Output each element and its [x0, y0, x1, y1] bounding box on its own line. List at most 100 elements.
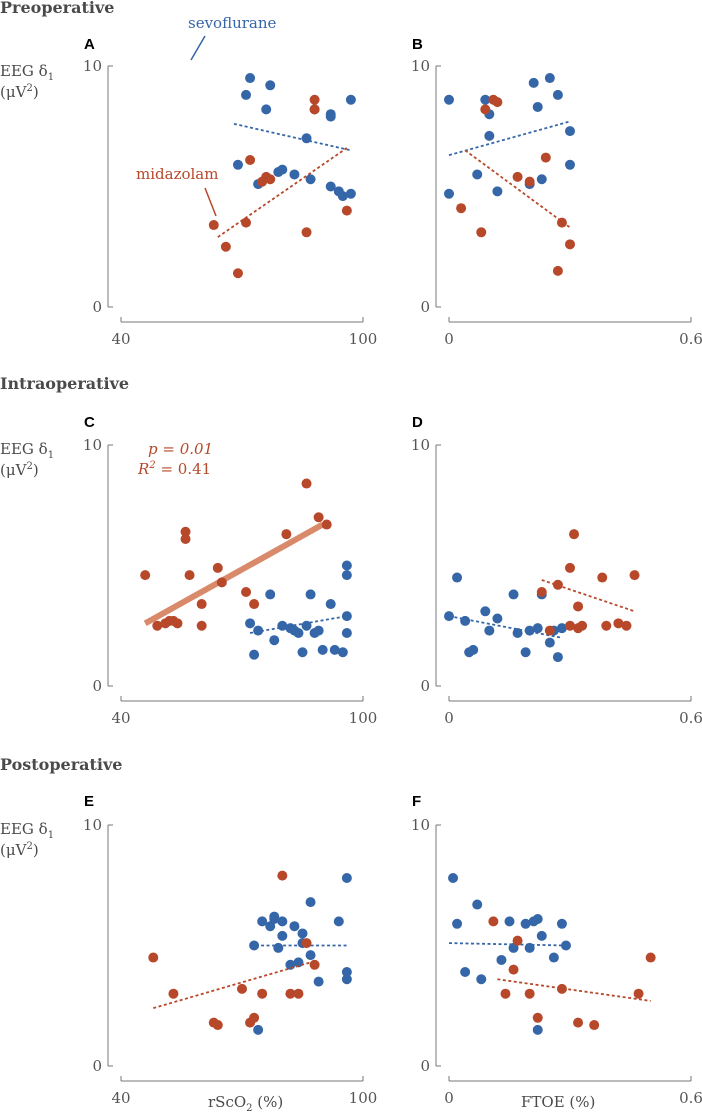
y-axis-label-c: EEG δ1 (μV2) — [0, 440, 55, 479]
data-point-midazolam-b — [556, 217, 567, 228]
data-point-sevoflurane-d — [524, 625, 535, 636]
data-point-midazolam-f — [508, 964, 519, 975]
data-point-sevoflurane-c — [265, 589, 276, 600]
trend-line-midazolam-b — [464, 149, 571, 229]
data-point-sevoflurane-a — [277, 164, 288, 175]
data-point-midazolam-b — [552, 265, 563, 276]
data-point-midazolam-a — [265, 174, 276, 185]
data-point-sevoflurane-c — [341, 570, 352, 581]
data-point-midazolam-d — [621, 620, 632, 631]
y-tick-label-b-0: 0 — [420, 298, 430, 316]
data-point-sevoflurane-e — [305, 950, 316, 961]
data-point-midazolam-a — [341, 205, 352, 216]
data-point-midazolam-f — [556, 983, 567, 994]
data-point-midazolam-c — [184, 570, 195, 581]
data-point-sevoflurane-e — [253, 1024, 264, 1035]
data-point-sevoflurane-a — [337, 191, 348, 202]
data-point-sevoflurane-a — [325, 181, 336, 192]
y-axis-label-e: EEG δ1 (μV2) — [0, 820, 55, 859]
x-tick-label-b-1: 0.6 — [679, 330, 702, 348]
data-point-sevoflurane-d — [556, 623, 567, 634]
data-point-sevoflurane-c — [269, 635, 280, 646]
data-point-midazolam-d — [573, 601, 584, 612]
data-point-midazolam-c — [281, 529, 292, 540]
y-tick-label-e-0: 0 — [92, 1057, 102, 1075]
data-point-midazolam-d — [552, 579, 563, 590]
stat-p-value: p = 0.01 — [148, 440, 214, 458]
data-point-sevoflurane-e — [289, 921, 300, 932]
data-point-sevoflurane-c — [253, 625, 264, 636]
data-point-midazolam-c — [301, 478, 312, 489]
x-axis-label-rsco2: rScO2 (%) — [208, 1093, 284, 1114]
data-point-sevoflurane-e — [341, 974, 352, 985]
data-point-midazolam-d — [629, 570, 640, 581]
data-point-midazolam-d — [597, 572, 608, 583]
data-point-sevoflurane-e — [313, 976, 324, 987]
data-point-sevoflurane-a — [261, 104, 272, 115]
data-point-sevoflurane-d — [480, 606, 491, 617]
data-point-midazolam-e — [277, 870, 288, 881]
data-point-sevoflurane-b — [544, 73, 555, 84]
data-point-midazolam-d — [601, 620, 612, 631]
data-point-midazolam-e — [237, 983, 247, 994]
data-point-sevoflurane-c — [337, 647, 348, 658]
data-point-sevoflurane-f — [504, 916, 515, 927]
legend-sevoflurane-pointer — [190, 35, 206, 61]
data-point-sevoflurane-f — [532, 1024, 543, 1035]
data-point-midazolam-d — [536, 587, 547, 598]
data-point-midazolam-f — [589, 1020, 600, 1031]
data-point-midazolam-c — [249, 599, 260, 610]
data-point-midazolam-d — [577, 620, 588, 631]
data-point-sevoflurane-f — [496, 954, 507, 965]
legend-midazolam-pointer — [204, 187, 217, 217]
data-point-midazolam-e — [257, 988, 268, 999]
data-point-sevoflurane-f — [560, 940, 571, 951]
panel-letter-f: F — [412, 793, 422, 810]
x-tick-label-b-0: 0 — [444, 330, 454, 348]
data-point-sevoflurane-c — [301, 620, 312, 631]
data-point-midazolam-f — [532, 1012, 543, 1023]
data-point-sevoflurane-e — [277, 916, 288, 927]
data-point-sevoflurane-e — [333, 916, 344, 927]
panel-letter-a: A — [84, 36, 95, 53]
section-title-intraoperative: Intraoperative — [0, 374, 130, 393]
data-point-midazolam-e — [301, 938, 312, 949]
data-point-sevoflurane-e — [273, 942, 284, 953]
data-point-sevoflurane-d — [492, 613, 503, 624]
data-point-sevoflurane-c — [293, 627, 304, 638]
data-point-midazolam-e — [148, 952, 159, 963]
y-tick-label-f-1: 10 — [411, 816, 430, 834]
data-point-midazolam-f — [573, 1017, 584, 1028]
data-point-sevoflurane-b — [552, 89, 563, 100]
trend-line-sevoflurane-f — [448, 942, 566, 947]
trend-line-sevoflurane-b — [448, 120, 571, 157]
y-tick-label-f-0: 0 — [420, 1057, 430, 1075]
data-point-midazolam-d — [565, 562, 575, 573]
data-point-midazolam-b — [476, 227, 487, 238]
data-point-midazolam-b — [524, 176, 535, 187]
y-tick-label-b-1: 10 — [411, 57, 430, 75]
data-point-midazolam-c — [216, 577, 227, 588]
data-point-sevoflurane-d — [508, 589, 519, 600]
data-point-midazolam-c — [196, 620, 207, 631]
y-tick-label-e-1: 10 — [83, 816, 102, 834]
data-point-sevoflurane-b — [444, 94, 454, 105]
data-point-sevoflurane-d — [468, 644, 479, 655]
data-point-sevoflurane-c — [245, 618, 256, 629]
data-point-sevoflurane-c — [313, 625, 324, 636]
legend-midazolam: midazolam — [136, 165, 218, 183]
data-point-midazolam-a — [241, 217, 252, 228]
stat-r-squared: R2 = 0.41 — [138, 460, 212, 478]
data-point-sevoflurane-d — [484, 625, 495, 636]
y-axis-label-a: EEG δ1 (μV2) — [0, 62, 55, 101]
data-point-midazolam-f — [500, 988, 511, 999]
data-point-sevoflurane-f — [460, 967, 471, 978]
data-point-midazolam-f — [512, 935, 523, 946]
data-point-midazolam-b — [512, 171, 523, 182]
data-point-midazolam-d — [565, 620, 575, 631]
data-point-midazolam-a — [220, 241, 231, 252]
data-point-sevoflurane-f — [548, 952, 559, 963]
data-point-sevoflurane-a — [232, 159, 243, 170]
data-point-sevoflurane-d — [544, 637, 555, 648]
